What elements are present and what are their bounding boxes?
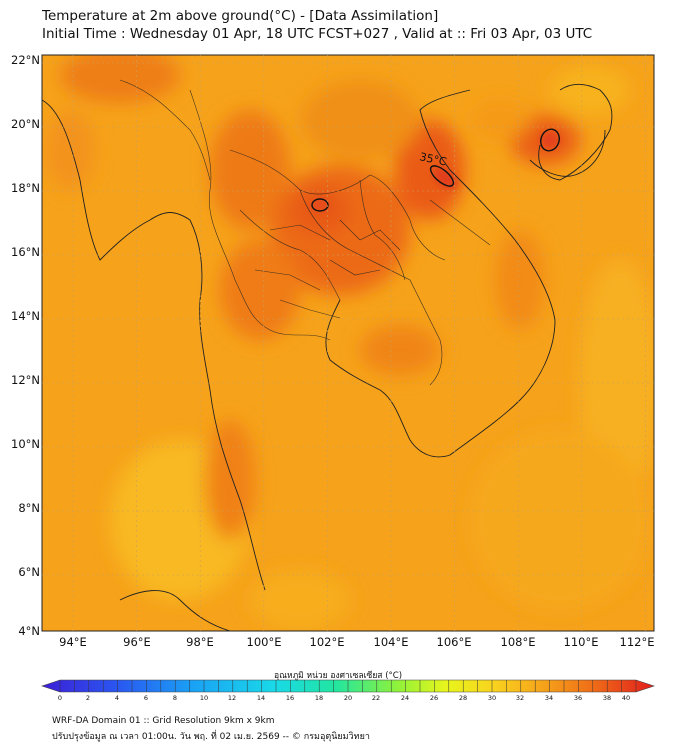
- colorbar-tick-label: 30: [487, 694, 497, 702]
- graticule: [42, 55, 654, 631]
- footer-update-info: ปรับปรุงข้อมูล ณ เวลา 01:00น. วัน พฤ. ที…: [52, 732, 370, 742]
- colorbar-tick-label: 38: [602, 694, 612, 702]
- colorbar-tick-label: 4: [114, 694, 120, 702]
- temperature-field: 35°C: [42, 55, 654, 631]
- lon-label: 104°E: [373, 635, 409, 649]
- colorbar-ticks: [59, 680, 637, 692]
- lon-label: 94°E: [59, 635, 87, 649]
- lon-label: 100°E: [246, 635, 282, 649]
- lat-label: 8°N: [18, 501, 40, 515]
- lon-label: 98°E: [186, 635, 214, 649]
- colorbar-tick-label: 2: [85, 694, 91, 702]
- map-subtitle: Initial Time : Wednesday 01 Apr, 18 UTC …: [42, 26, 593, 42]
- lat-label: 18°N: [11, 181, 40, 195]
- lat-label: 20°N: [11, 117, 40, 131]
- colorbar-tick-label: 32: [515, 694, 525, 702]
- footer-model-info: WRF-DA Domain 01 :: Grid Resolution 9km …: [52, 716, 275, 726]
- lon-label: 112°E: [619, 635, 655, 649]
- lon-label: 108°E: [500, 635, 536, 649]
- coastline: [42, 83, 613, 631]
- contour-35c: [311, 128, 560, 212]
- colorbar-tick-label: 14: [256, 694, 266, 702]
- map-frame: [41, 54, 655, 632]
- lat-label: 22°N: [11, 53, 40, 67]
- lon-label: 110°E: [563, 635, 599, 649]
- colorbar-tick-label: 6: [143, 694, 149, 702]
- lat-label: 16°N: [11, 245, 40, 259]
- colorbar-tick-label: 26: [429, 694, 439, 702]
- lat-label: 6°N: [18, 565, 40, 579]
- lat-label: 14°N: [11, 309, 40, 323]
- colorbar-tick-label: 36: [573, 694, 583, 702]
- colorbar-tick-label: 22: [371, 694, 381, 702]
- colorbar-tick-label: 8: [172, 694, 178, 702]
- colorbar-tick-label: 16: [285, 694, 295, 702]
- colorbar-tick-label: 40: [621, 694, 631, 702]
- lon-label: 96°E: [123, 635, 151, 649]
- colorbar-tick-label: 12: [227, 694, 237, 702]
- colorbar-tick-label: 20: [343, 694, 353, 702]
- contour-label: 35°C: [418, 150, 448, 168]
- lat-label: 4°N: [18, 624, 40, 638]
- colorbar-tick-label: 34: [544, 694, 554, 702]
- lon-label: 106°E: [436, 635, 472, 649]
- lat-label: 12°N: [11, 373, 40, 387]
- colorbar-tick-label: 10: [199, 694, 209, 702]
- map-title: Temperature at 2m above ground(°C) - [Da…: [42, 8, 439, 24]
- colorbar-title: อุณหภูมิ หน่วย องศาเซลเซียส (°C): [273, 671, 403, 681]
- admin-borders: [119, 79, 491, 386]
- lon-label: 102°E: [309, 635, 345, 649]
- colorbar-tick-label: 24: [400, 694, 410, 702]
- colorbar-tick-label: 0: [57, 694, 63, 702]
- lat-label: 10°N: [11, 437, 40, 451]
- colorbar-tick-label: 28: [458, 694, 468, 702]
- colorbar-tick-label: 18: [314, 694, 324, 702]
